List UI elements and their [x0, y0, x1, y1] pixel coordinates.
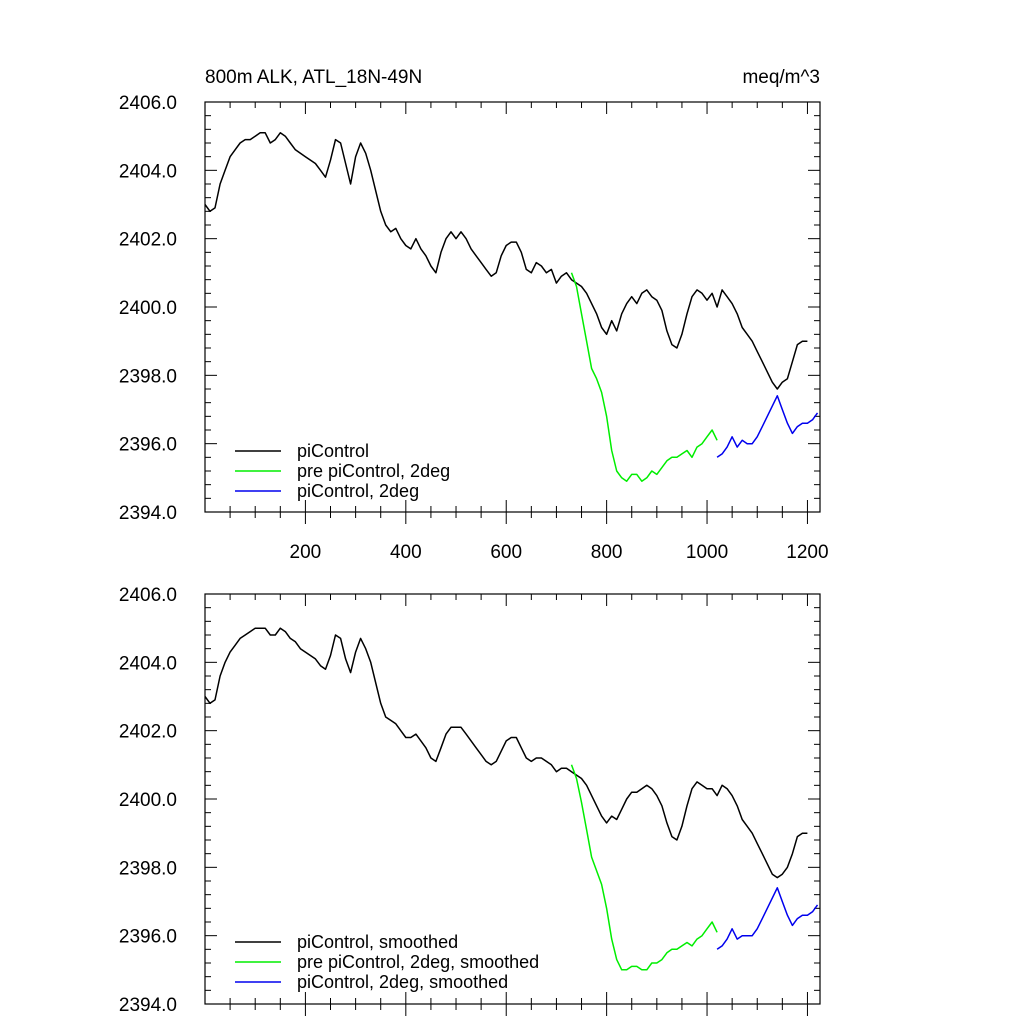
y-tick-label: 2400.0 — [119, 790, 177, 811]
legend-label-3: piControl, 2deg — [297, 481, 419, 501]
y-tick-label: 2398.0 — [119, 366, 177, 387]
x-tick-label: 1200 — [786, 542, 828, 563]
legend-label-1: piControl, smoothed — [297, 932, 458, 952]
y-tick-label: 2404.0 — [119, 653, 177, 674]
x-tick-label: 1000 — [686, 542, 728, 563]
y-tick-label: 2406.0 — [119, 93, 177, 114]
x-tick-label: 400 — [390, 542, 422, 563]
series-line-2 — [570, 764, 718, 971]
y-tick-label: 2398.0 — [119, 858, 177, 879]
y-tick-label: 2394.0 — [119, 995, 177, 1016]
y-tick-label: 2402.0 — [119, 722, 177, 743]
chart-units: meq/m^3 — [742, 67, 820, 88]
chart-title: 800m ALK, ATL_18N-49N — [205, 67, 422, 88]
y-tick-label: 2396.0 — [119, 927, 177, 948]
x-tick-label: 600 — [490, 542, 522, 563]
series-line-3 — [716, 887, 819, 950]
x-tick-label: 800 — [591, 542, 623, 563]
series-line-1 — [204, 627, 808, 879]
legend-label-3: piControl, 2deg, smoothed — [297, 972, 508, 992]
series-line-1 — [204, 132, 808, 390]
series-line-2 — [570, 272, 718, 482]
y-tick-label: 2394.0 — [119, 503, 177, 524]
y-tick-label: 2400.0 — [119, 298, 177, 319]
y-tick-label: 2396.0 — [119, 435, 177, 456]
series-line-3 — [716, 395, 819, 458]
y-tick-label: 2404.0 — [119, 161, 177, 182]
top-panel: 2394.0 2396.0 2398.0 2400.0 2402.0 2404.0 2406… — [119, 93, 829, 563]
x-tick-label: 200 — [290, 542, 322, 563]
bottom-panel: 2394.0 2396.0 2398.0 2400.0 2402.0 2404.0 2406… — [119, 585, 821, 1016]
legend-label-2: pre piControl, 2deg, smoothed — [297, 952, 539, 972]
legend-label-2: pre piControl, 2deg — [297, 461, 450, 481]
y-tick-label: 2406.0 — [119, 585, 177, 606]
legend-label-1: piControl — [297, 441, 369, 461]
y-tick-label: 2402.0 — [119, 230, 177, 251]
